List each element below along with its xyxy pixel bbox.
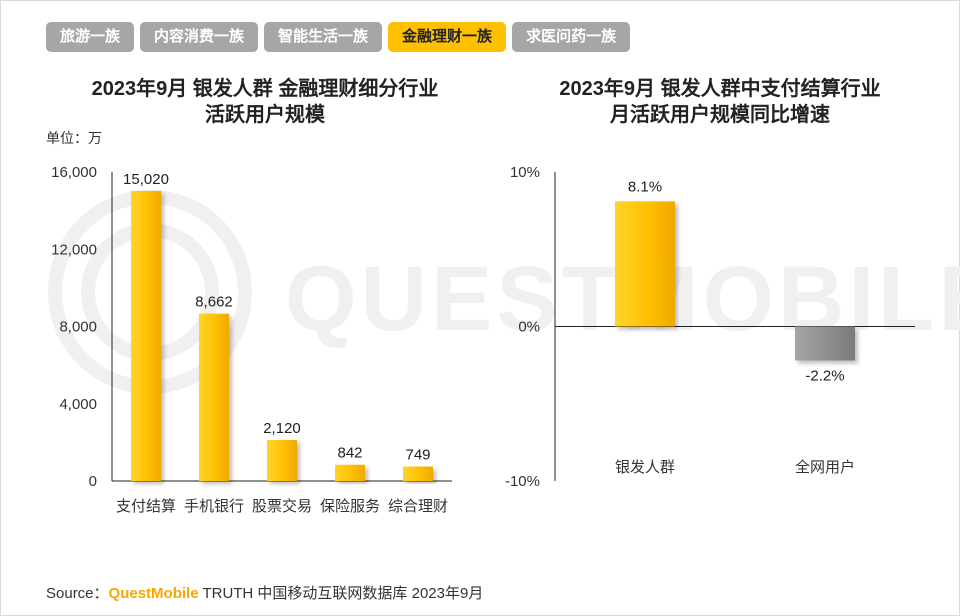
- right-category-label-1: 全网用户: [795, 458, 855, 476]
- left-chart-title: 2023年9月 银发人群 金融理财细分行业 活跃用户规模: [60, 76, 470, 128]
- right-chart-title: 2023年9月 银发人群中支付结算行业 月活跃用户规模同比增速: [520, 76, 920, 128]
- left-bar-0: [131, 190, 161, 481]
- right-y-tick-label: -10%: [505, 473, 540, 490]
- left-value-label-1: 8,662: [195, 294, 233, 311]
- left-category-label-0: 支付结算: [116, 497, 176, 515]
- left-value-label-3: 842: [337, 445, 362, 462]
- left-value-label-0: 15,020: [123, 171, 169, 188]
- tab-0[interactable]: 旅游一族: [46, 22, 135, 52]
- tab-1[interactable]: 内容消费一族: [140, 22, 259, 52]
- left-y-tick-label: 16,000: [51, 164, 97, 181]
- right-value-label-0: 8.1%: [628, 178, 662, 195]
- source-prefix: Source：: [46, 585, 109, 602]
- right-title-line1: 2023年9月 银发人群中支付结算行业: [559, 78, 881, 100]
- left-y-tick-label: 0: [89, 473, 97, 490]
- category-tabs: 旅游一族 内容消费一族 智能生活一族 金融理财一族 求医问药一族: [46, 22, 631, 52]
- left-category-label-1: 手机银行: [184, 498, 244, 515]
- left-y-tick-label: 4,000: [59, 396, 97, 413]
- tab-4[interactable]: 求医问药一族: [512, 22, 631, 52]
- left-category-label-2: 股票交易: [252, 497, 312, 515]
- left-category-label-3: 保险服务: [320, 498, 380, 515]
- right-bar-1: [795, 326, 855, 361]
- left-category-label-4: 综合理财: [388, 498, 448, 515]
- right-chart: -10% 0% 10% 8.1% 银发人群 -2.2% 全网用户: [505, 164, 915, 490]
- right-y-tick-label: 0%: [518, 319, 540, 336]
- left-title-line2: 活跃用户规模: [205, 104, 325, 126]
- source-note: Source：QuestMobile TRUTH 中国移动互联网数据库 2023…: [46, 582, 483, 603]
- left-bar-2: [267, 440, 297, 481]
- left-value-label-4: 749: [405, 447, 430, 464]
- left-value-label-2: 2,120: [263, 420, 301, 437]
- left-y-tick-label: 12,000: [51, 241, 97, 258]
- right-category-label-0: 银发人群: [615, 459, 675, 476]
- tab-2[interactable]: 智能生活一族: [264, 22, 383, 52]
- left-title-line1: 2023年9月 银发人群 金融理财细分行业: [91, 78, 439, 100]
- left-bar-3: [335, 464, 365, 481]
- left-chart: 0 4,000 8,000 12,000 16,000 15,020 支付结算 8,662 手机…: [51, 164, 452, 515]
- left-y-tick-label: 8,000: [59, 319, 97, 336]
- tab-3[interactable]: 金融理财一族: [388, 22, 507, 52]
- right-title-line2: 月活跃用户规模同比增速: [610, 104, 830, 126]
- right-value-label-1: -2.2%: [805, 367, 844, 384]
- source-rest: TRUTH 中国移动互联网数据库 2023年9月: [198, 585, 484, 602]
- left-bar-1: [199, 313, 229, 481]
- source-brand: QuestMobile: [108, 585, 199, 602]
- unit-label: 单位：万: [46, 130, 102, 146]
- left-bar-4: [403, 466, 433, 481]
- right-bar-0: [615, 201, 675, 327]
- right-y-tick-label: 10%: [510, 164, 540, 181]
